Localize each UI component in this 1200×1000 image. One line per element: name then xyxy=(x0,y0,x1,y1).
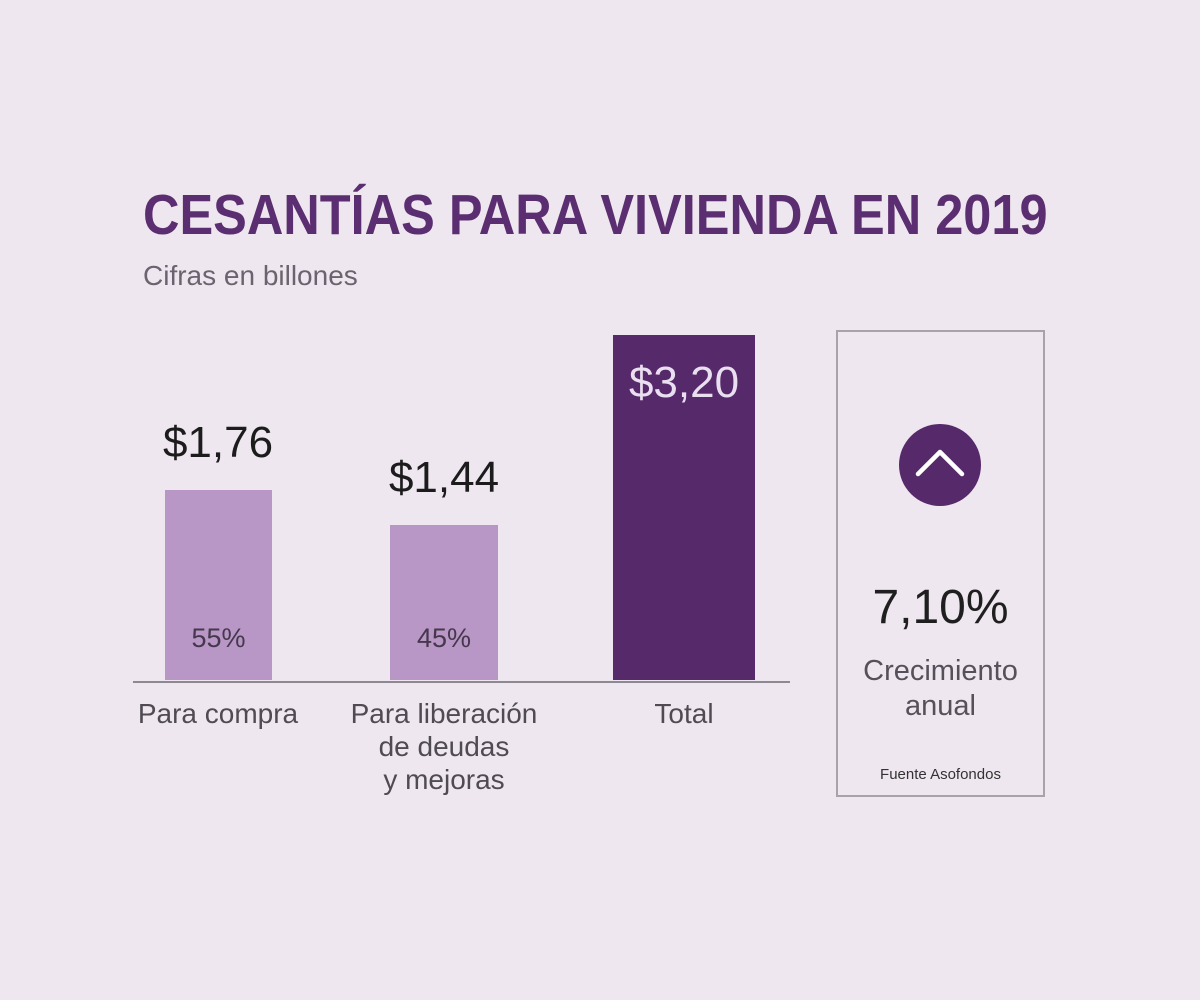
growth-indicator xyxy=(899,424,981,506)
share-label-para-liberacion: 45% xyxy=(416,623,472,653)
share-label-para-compra: 55% xyxy=(191,623,246,653)
bar-para-compra: 55% xyxy=(165,490,272,680)
value-label-para-liberacion: $1,44 xyxy=(388,452,500,502)
chevron-up-icon xyxy=(915,449,965,477)
bar-para-liberacion: 45% xyxy=(390,524,498,680)
chart-subtitle: Cifras en billones xyxy=(143,260,358,291)
bar-total xyxy=(613,335,755,680)
category-label-para-liberacion: Para liberación de deudas y mejoras xyxy=(350,698,538,795)
growth-value: 7,10% xyxy=(872,581,1009,634)
growth-label: Crecimiento anual xyxy=(863,655,1018,722)
category-label-total: Total xyxy=(654,698,714,729)
source-note: Fuente Asofondos xyxy=(880,766,1001,783)
growth-panel: 7,10% Crecimiento anual Fuente Asofondos xyxy=(836,330,1045,797)
value-label-total: $3,20 xyxy=(628,358,740,407)
chart-baseline xyxy=(133,681,790,683)
category-label-para-compra: Para compra xyxy=(137,698,299,729)
chart-title: CESANTÍAS PARA VIVIENDA EN 2019 xyxy=(143,183,1048,247)
value-label-para-compra: $1,76 xyxy=(162,418,274,468)
